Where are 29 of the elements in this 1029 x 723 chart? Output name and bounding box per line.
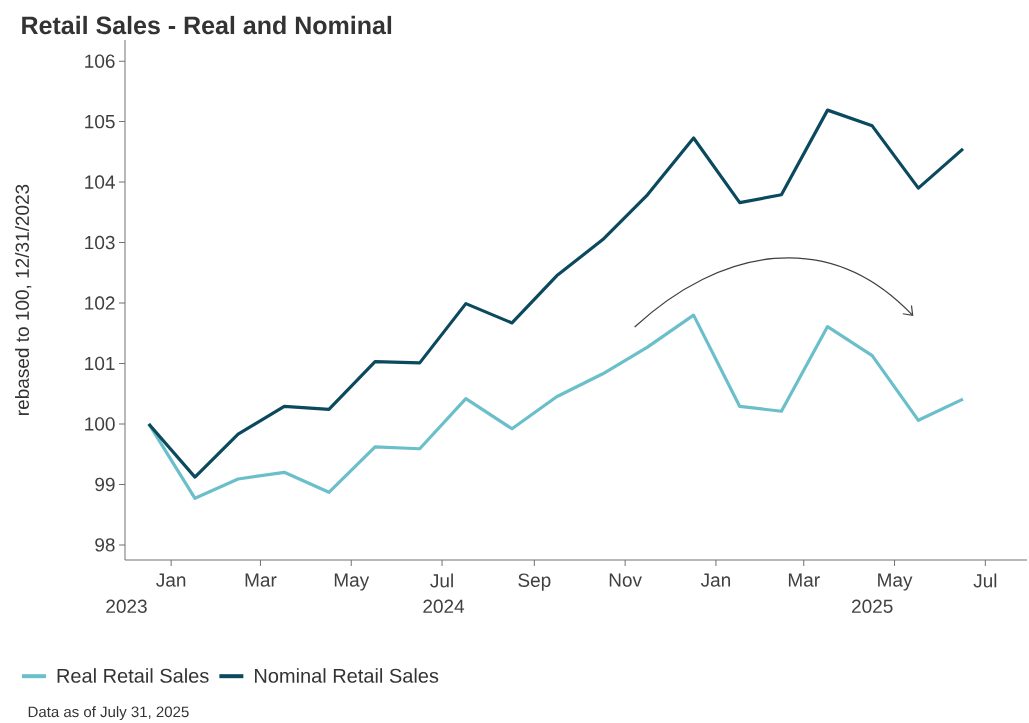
y-tick-label: 106	[85, 54, 115, 68]
y-tick-label: 101	[85, 356, 115, 370]
x2-tick-label: 2024	[423, 599, 465, 613]
line-series	[147, 108, 965, 479]
legend-label: Real Retail Sales	[57, 667, 209, 683]
legend-label: Nominal Retail Sales	[255, 667, 439, 683]
x-tick-label: Jan	[700, 573, 730, 587]
x-tick-label: Jan	[156, 573, 186, 587]
x2-tick-label: 2025	[852, 599, 893, 613]
y-tick-label: 103	[85, 235, 115, 250]
x-tick-label: Jul	[430, 573, 453, 588]
y-tick-label: 104	[85, 175, 115, 189]
x-tick-label: Mar	[788, 573, 820, 587]
y-tick-label: 100	[85, 417, 115, 431]
chart-title: Retail Sales - Real and Nominal	[22, 15, 392, 35]
x-tick-label: May	[334, 573, 370, 591]
x-tick-label: May	[878, 573, 913, 591]
y-tick-label: 99	[95, 477, 115, 491]
y-tick-label: 102	[85, 296, 115, 310]
line-series	[147, 313, 965, 500]
y-tick-label: 98	[95, 537, 115, 552]
x-tick-label: Sep	[518, 573, 551, 591]
x-tick-label: Mar	[245, 573, 277, 587]
x-tick-label: Nov	[609, 573, 642, 587]
x-tick-label: Jul	[973, 573, 997, 588]
y-axis-title: rebased to 100, 12/31/2023	[15, 184, 32, 415]
y-tick-label: 105	[85, 114, 115, 129]
x2-tick-label: 2023	[106, 599, 147, 613]
text: Data as of July 31, 2025	[28, 705, 189, 720]
